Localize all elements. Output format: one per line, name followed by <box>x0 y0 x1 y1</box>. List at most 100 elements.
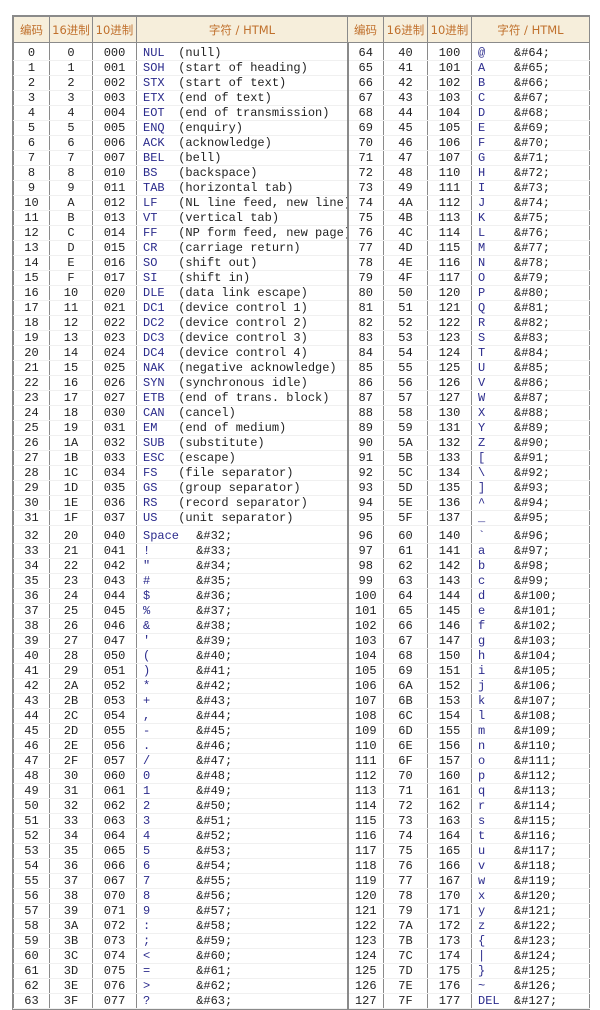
cell: 44 <box>13 708 50 724</box>
cell: 119 <box>346 873 384 889</box>
char-cell: X &#88; <box>471 405 590 421</box>
char-symbol: s <box>478 814 486 828</box>
char-symbol: % <box>143 604 151 618</box>
cell: 10 <box>13 195 50 211</box>
cell: 003 <box>92 90 137 106</box>
cell: 69 <box>346 120 384 136</box>
char-cell: GS (group separator) <box>136 480 348 496</box>
table-row: 10 A 012 LF (NL line feed, new line) 74 4A 112… <box>13 195 590 211</box>
char-cell: ) &#41; <box>136 663 348 679</box>
char-desc: (device control 4) <box>171 346 308 360</box>
cell: 172 <box>427 918 472 934</box>
cell: 052 <box>92 678 137 694</box>
cell: 034 <box>92 465 137 481</box>
cell: 016 <box>92 255 137 271</box>
cell: 126 <box>346 978 384 994</box>
char-desc: &#53; <box>189 844 233 858</box>
cell: 66 <box>383 618 428 634</box>
char-cell: RS (record separator) <box>136 495 348 511</box>
char-cell: V &#86; <box>471 375 590 391</box>
cell: 133 <box>427 450 472 466</box>
char-cell: a &#97; <box>471 543 590 559</box>
char-symbol: W <box>478 391 486 405</box>
char-symbol: 7 <box>143 874 151 888</box>
char-cell: ( &#40; <box>136 648 348 664</box>
cell: 42 <box>13 678 50 694</box>
char-desc: &#54; <box>189 859 233 873</box>
cell: 164 <box>427 828 472 844</box>
table-row: 15 F 017 SI (shift in) 79 4F 117 O &#79; <box>13 270 590 286</box>
cell: 037 <box>92 510 137 526</box>
char-desc: &#83; <box>514 331 551 345</box>
char-cell: # &#35; <box>136 573 348 589</box>
cell: 12 <box>13 225 50 241</box>
char-cell: & &#38; <box>136 618 348 634</box>
char-symbol: LF <box>143 196 158 210</box>
char-cell: {&#123; <box>471 933 590 949</box>
char-symbol: SO <box>143 256 158 270</box>
char-symbol: : <box>143 919 151 933</box>
table-row: 23 17 027 ETB (end of trans. block) 87 57 127 W… <box>13 390 590 406</box>
cell: 067 <box>92 873 137 889</box>
cell: 115 <box>346 813 384 829</box>
char-cell: b &#98; <box>471 558 590 574</box>
char-desc: (record separator) <box>171 496 308 510</box>
table-row: 20 14 024 DC4 (device control 4) 84 54 124 T &#8… <box>13 345 590 361</box>
char-desc: &#125; <box>514 964 558 978</box>
cell: 010 <box>92 165 137 181</box>
char-desc: &#59; <box>189 934 233 948</box>
cell: 141 <box>427 543 472 559</box>
cell: 3A <box>49 918 93 934</box>
cell: 045 <box>92 603 137 619</box>
char-cell: CR (carriage return) <box>136 240 348 256</box>
char-cell: k &#107; <box>471 693 590 709</box>
char-symbol: } <box>478 964 486 978</box>
cell: 175 <box>427 963 472 979</box>
cell: 1E <box>49 495 93 511</box>
char-cell: h &#104; <box>471 648 590 664</box>
char-symbol: DC2 <box>143 316 165 330</box>
cell: 76 <box>346 225 384 241</box>
table-row: 25 19 031 EM (end of medium) 89 59 131 Y &#89; <box>13 420 590 436</box>
char-symbol: FS <box>143 466 158 480</box>
char-symbol: & <box>143 619 151 633</box>
char-cell: DC2 (device control 2) <box>136 315 348 331</box>
cell: 151 <box>427 663 472 679</box>
table-row: 57 39 071 9 &#57; 121 79 171 y &#121; <box>13 903 590 919</box>
char-desc: &#58; <box>189 919 233 933</box>
char-cell: K &#75; <box>471 210 590 226</box>
char-cell: u &#117; <box>471 843 590 859</box>
cell: 84 <box>346 345 384 361</box>
char-symbol: z <box>478 919 486 933</box>
cell: 071 <box>92 903 137 919</box>
char-symbol: ENQ <box>143 121 165 135</box>
cell: 85 <box>346 360 384 376</box>
cell: 62 <box>13 978 50 994</box>
cell: 001 <box>92 60 137 76</box>
cell: 2D <box>49 723 93 739</box>
char-desc: (acknowledge) <box>171 136 272 150</box>
char-desc: &#87; <box>514 391 551 405</box>
char-desc: &#62; <box>189 979 233 993</box>
char-symbol: n <box>478 739 486 753</box>
char-desc: &#34; <box>189 559 233 573</box>
char-desc: (shift out) <box>171 256 258 270</box>
char-cell: DEL &#127; <box>471 993 590 1009</box>
cell: 070 <box>92 888 137 904</box>
char-desc: &#120; <box>514 889 558 903</box>
cell: 7D <box>383 963 428 979</box>
cell: 062 <box>92 798 137 814</box>
char-cell: SUB (substitute) <box>136 435 348 451</box>
cell: 26 <box>13 435 50 451</box>
char-symbol: J <box>478 196 486 210</box>
cell: 102 <box>427 75 472 91</box>
char-desc: &#46; <box>189 739 233 753</box>
char-symbol: I <box>478 181 486 195</box>
table-row: 59 3B 073; &#59; 123 7B 173{&#123; <box>13 933 590 949</box>
cell: 2 <box>13 75 50 91</box>
char-desc: &#91; <box>514 451 551 465</box>
cell: 054 <box>92 708 137 724</box>
cell: 34 <box>49 828 93 844</box>
char-cell: Space &#32; <box>136 525 348 544</box>
cell: 2B <box>49 693 93 709</box>
